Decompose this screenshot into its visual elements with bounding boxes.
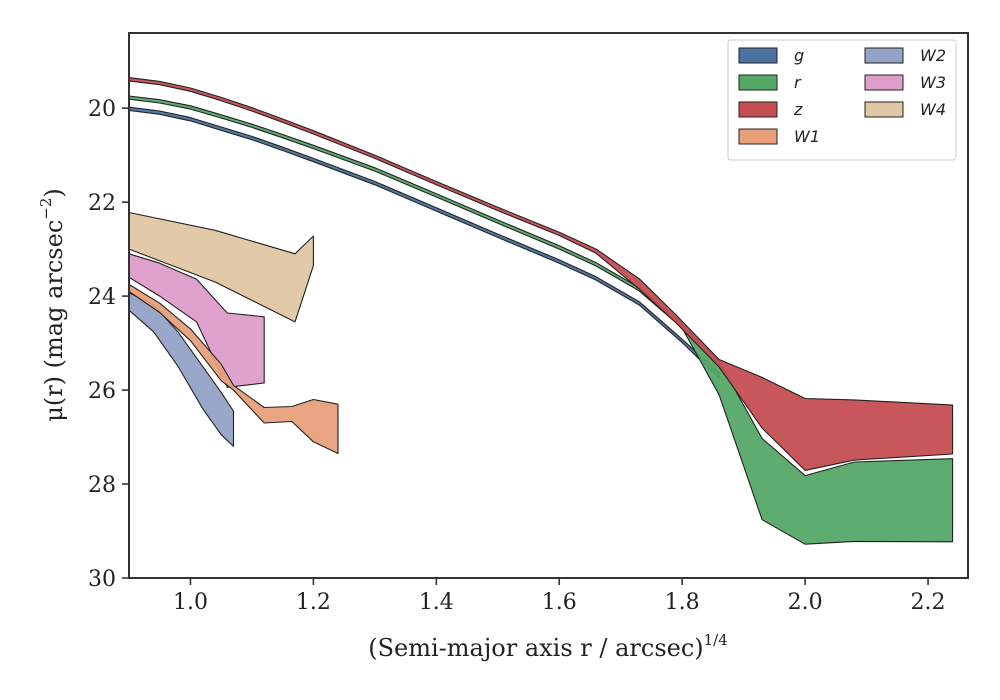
- area-series-w2: [128, 292, 235, 447]
- legend-swatch-w4: [864, 101, 904, 118]
- area-series-w3: [128, 253, 265, 388]
- legend-label-r: r: [794, 73, 802, 92]
- legend-swatch-g: [738, 47, 778, 64]
- legend-swatch-w3: [864, 74, 904, 91]
- legend-swatch-z: [738, 101, 778, 118]
- y-axis-ticks: 20 22 24 26 28 30: [88, 97, 129, 592]
- y-tick-label: 22: [88, 191, 116, 216]
- area-series-w4: [128, 211, 314, 323]
- x-tick-label: 1.6: [542, 590, 577, 615]
- x-tick-label: 2.0: [788, 590, 823, 615]
- area-series-r: [128, 95, 954, 545]
- chart-areas: [128, 77, 954, 545]
- y-tick-label: 20: [88, 97, 116, 122]
- legend-box: [727, 39, 957, 161]
- legend-swatch-r: [738, 74, 778, 91]
- x-tick-label: 1.0: [173, 590, 208, 615]
- legend-label-z: z: [793, 100, 803, 119]
- y-tick-label: 24: [88, 285, 116, 310]
- legend-swatch-w1: [738, 128, 778, 145]
- x-axis-ticks: 1.0 1.2 1.4 1.6 1.8 2.0 2.2: [173, 578, 946, 615]
- y-tick-label: 26: [88, 379, 116, 404]
- legend-label-w1: W1: [794, 127, 820, 146]
- legend-label-w2: W2: [920, 46, 946, 65]
- y-tick-label: 28: [88, 473, 116, 498]
- area-series-w1: [128, 283, 339, 455]
- plot-frame: [128, 32, 969, 579]
- area-series-z: [128, 77, 954, 471]
- legend-swatch-w2: [864, 47, 904, 64]
- legend-label-g: g: [794, 46, 804, 65]
- legend-label-w4: W4: [920, 100, 946, 119]
- x-tick-label: 1.4: [419, 590, 454, 615]
- x-tick-label: 1.2: [296, 590, 331, 615]
- y-tick-label: 30: [88, 567, 116, 592]
- x-tick-label: 2.2: [911, 590, 946, 615]
- x-tick-label: 1.8: [665, 590, 700, 615]
- legend: grz W1 W2 W3 W4: [727, 39, 957, 161]
- y-axis-label: μ(r) (mag arcsec−2): [37, 188, 68, 422]
- legend-label-w3: W3: [920, 73, 946, 92]
- x-axis-label: (Semi-major axis r / arcsec)1/4: [368, 631, 728, 662]
